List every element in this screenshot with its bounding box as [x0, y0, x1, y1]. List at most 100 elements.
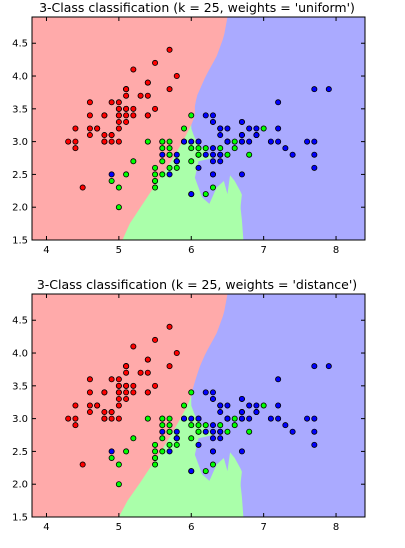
point-class-2 — [275, 376, 282, 383]
point-class-2 — [195, 138, 202, 145]
point-class-0 — [115, 415, 122, 422]
point-class-1 — [115, 461, 122, 468]
point-class-0 — [152, 105, 159, 112]
point-class-0 — [72, 402, 79, 409]
point-class-1 — [130, 158, 137, 165]
point-class-2 — [238, 448, 245, 455]
y-tick-label: 3.5 — [12, 104, 28, 115]
point-class-2 — [217, 158, 224, 165]
point-class-2 — [209, 158, 216, 165]
point-class-0 — [130, 112, 137, 119]
y-tick-label: 2.5 — [12, 447, 28, 458]
point-class-2 — [267, 138, 274, 145]
point-class-1 — [202, 468, 209, 475]
point-class-2 — [311, 363, 318, 370]
point-class-2 — [311, 86, 318, 93]
point-class-0 — [123, 395, 130, 402]
point-class-0 — [86, 402, 93, 409]
chart-title: 3-Class classification (k = 25, weights … — [39, 0, 355, 15]
point-class-2 — [282, 145, 289, 152]
point-class-2 — [202, 389, 209, 396]
point-class-2 — [253, 132, 260, 139]
point-class-0 — [86, 409, 93, 416]
point-class-0 — [144, 389, 151, 396]
point-class-1 — [152, 164, 159, 171]
point-class-2 — [217, 428, 224, 435]
chart-title: 3-Class classification (k = 25, weights … — [37, 277, 357, 292]
point-class-0 — [115, 105, 122, 112]
point-class-1 — [202, 145, 209, 152]
point-class-2 — [311, 138, 318, 145]
point-class-2 — [209, 151, 216, 158]
point-class-2 — [325, 86, 332, 93]
region-class-0 — [32, 294, 228, 517]
plot-frame — [31, 16, 366, 241]
y-tick-label: 4.0 — [12, 349, 28, 360]
point-class-2 — [282, 422, 289, 429]
point-class-1 — [224, 428, 231, 435]
point-class-2 — [159, 428, 166, 435]
point-class-2 — [246, 125, 253, 132]
point-class-2 — [275, 138, 282, 145]
point-class-2 — [311, 428, 318, 435]
x-tick-label: 8 — [333, 245, 339, 256]
point-class-1 — [152, 461, 159, 468]
point-class-0 — [115, 389, 122, 396]
y-tick-label: 1.5 — [12, 236, 28, 247]
point-class-2 — [217, 151, 224, 158]
point-class-1 — [159, 158, 166, 165]
point-class-0 — [94, 125, 101, 132]
point-class-2 — [209, 428, 216, 435]
point-class-0 — [137, 369, 144, 376]
point-class-1 — [152, 454, 159, 461]
point-class-1 — [152, 171, 159, 178]
point-class-0 — [72, 145, 79, 152]
point-class-1 — [159, 435, 166, 442]
point-class-1 — [231, 415, 238, 422]
point-class-1 — [115, 481, 122, 488]
point-class-0 — [115, 99, 122, 106]
point-class-0 — [123, 86, 130, 93]
point-class-1 — [159, 422, 166, 429]
chart-distance: 3-Class classification (k = 25, weights … — [12, 277, 366, 533]
point-class-0 — [108, 99, 115, 106]
point-class-1 — [152, 448, 159, 455]
point-class-0 — [101, 138, 108, 145]
point-class-1 — [166, 151, 173, 158]
point-class-0 — [115, 112, 122, 119]
y-tick-label: 3.5 — [12, 381, 28, 392]
point-class-1 — [181, 402, 188, 409]
point-class-0 — [115, 395, 122, 402]
point-class-1 — [159, 171, 166, 178]
point-class-2 — [224, 402, 231, 409]
point-class-0 — [123, 92, 130, 99]
point-class-2 — [209, 389, 216, 396]
point-class-2 — [275, 415, 282, 422]
point-class-0 — [108, 415, 115, 422]
x-tick-label: 6 — [188, 245, 194, 256]
point-class-1 — [260, 125, 267, 132]
chart-uniform: 3-Class classification (k = 25, weights … — [12, 0, 366, 256]
point-class-1 — [166, 164, 173, 171]
point-class-2 — [173, 435, 180, 442]
point-class-1 — [224, 151, 231, 158]
point-class-2 — [108, 171, 115, 178]
point-class-2 — [224, 415, 231, 422]
y-tick-label: 4.5 — [12, 39, 28, 50]
plot-frame — [31, 293, 366, 518]
point-class-2 — [267, 415, 274, 422]
point-class-1 — [195, 428, 202, 435]
point-class-1 — [159, 138, 166, 145]
point-class-2 — [253, 402, 260, 409]
point-class-1 — [195, 422, 202, 429]
point-class-2 — [275, 99, 282, 106]
point-class-1 — [166, 422, 173, 429]
point-class-2 — [195, 164, 202, 171]
point-class-1 — [246, 428, 253, 435]
point-class-1 — [231, 138, 238, 145]
point-class-1 — [108, 454, 115, 461]
point-class-2 — [209, 435, 216, 442]
point-class-2 — [238, 138, 245, 145]
point-class-0 — [144, 369, 151, 376]
point-class-0 — [101, 409, 108, 416]
